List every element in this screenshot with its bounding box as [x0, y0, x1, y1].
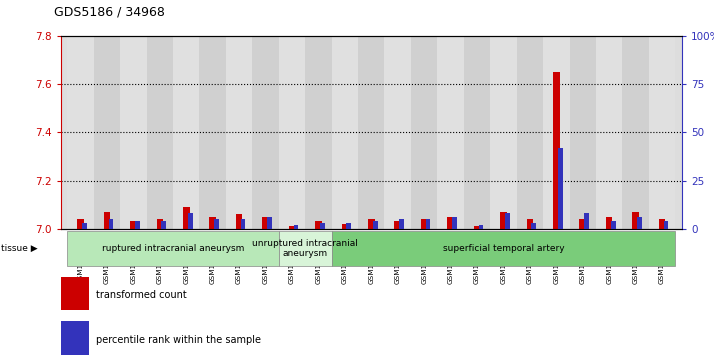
Bar	[570, 36, 596, 229]
Bar	[399, 219, 404, 229]
Bar	[368, 219, 375, 229]
Bar	[104, 212, 110, 229]
Bar	[278, 36, 305, 229]
Bar	[199, 36, 226, 229]
Bar	[505, 213, 510, 229]
Bar	[421, 219, 428, 229]
Bar	[188, 213, 193, 229]
Text: tissue ▶: tissue ▶	[1, 244, 38, 253]
Bar	[452, 217, 457, 229]
Bar	[610, 221, 615, 229]
Bar	[473, 226, 481, 229]
Bar	[358, 36, 385, 229]
Text: superficial temporal artery: superficial temporal artery	[443, 244, 564, 253]
Bar	[67, 36, 94, 229]
Bar	[61, 277, 89, 310]
Bar	[633, 212, 639, 229]
Text: unruptured intracranial
aneurysm: unruptured intracranial aneurysm	[252, 239, 358, 258]
FancyBboxPatch shape	[67, 231, 278, 266]
Bar	[517, 36, 543, 229]
Bar	[82, 223, 87, 229]
Bar	[61, 321, 89, 355]
Bar	[411, 36, 438, 229]
Bar	[146, 36, 173, 229]
Bar	[584, 213, 589, 229]
Bar	[173, 36, 199, 229]
Bar	[94, 36, 120, 229]
Bar	[214, 219, 219, 229]
Bar	[478, 225, 483, 229]
Bar	[331, 36, 358, 229]
Bar	[293, 225, 298, 229]
Bar	[341, 224, 348, 229]
Bar	[77, 219, 84, 229]
Text: transformed count: transformed count	[96, 290, 187, 300]
Bar	[596, 36, 623, 229]
Bar	[156, 219, 163, 229]
Text: GDS5186 / 34968: GDS5186 / 34968	[54, 5, 164, 18]
Bar	[109, 219, 114, 229]
Bar	[288, 226, 296, 229]
Bar	[385, 36, 411, 229]
Bar	[130, 221, 136, 229]
Bar	[426, 219, 431, 229]
Bar	[236, 214, 243, 229]
Bar	[209, 217, 216, 229]
Bar	[663, 221, 668, 229]
Bar	[623, 36, 649, 229]
Bar	[543, 36, 570, 229]
Bar	[491, 36, 517, 229]
Bar	[394, 221, 401, 229]
Bar	[346, 223, 351, 229]
Bar	[262, 217, 269, 229]
Bar	[447, 217, 454, 229]
Bar	[637, 217, 642, 229]
Bar	[659, 219, 665, 229]
Bar	[305, 36, 331, 229]
Text: ruptured intracranial aneurysm: ruptured intracranial aneurysm	[102, 244, 244, 253]
Bar	[580, 219, 586, 229]
Bar	[438, 36, 464, 229]
FancyBboxPatch shape	[331, 231, 675, 266]
Text: percentile rank within the sample: percentile rank within the sample	[96, 335, 261, 345]
Bar	[606, 217, 613, 229]
Bar	[531, 223, 536, 229]
Bar	[120, 36, 146, 229]
Bar	[464, 36, 491, 229]
Bar	[226, 36, 252, 229]
Bar	[553, 72, 560, 229]
Bar	[500, 212, 507, 229]
Bar	[558, 148, 563, 229]
Bar	[161, 221, 166, 229]
Bar	[315, 221, 322, 229]
Bar	[135, 221, 140, 229]
Bar	[252, 36, 278, 229]
FancyBboxPatch shape	[278, 231, 331, 266]
Bar	[320, 223, 325, 229]
Bar	[183, 207, 189, 229]
Bar	[526, 219, 533, 229]
Bar	[373, 221, 378, 229]
Bar	[267, 217, 272, 229]
Bar	[241, 219, 246, 229]
Bar	[649, 36, 675, 229]
